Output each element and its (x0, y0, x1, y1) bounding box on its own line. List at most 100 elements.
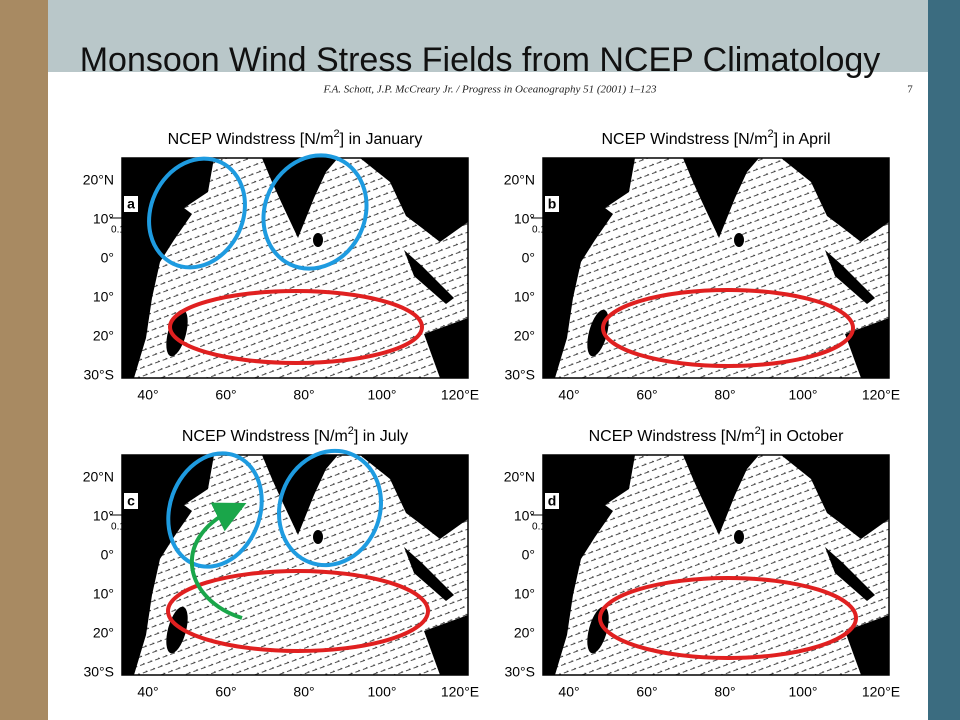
map-frame (121, 157, 469, 379)
map-panel: NCEP Windstress [N/m2] in October d 0.1 20°… (504, 425, 900, 700)
lon-label: 60° (215, 684, 236, 700)
panel-title-end: ] in October (761, 428, 844, 445)
red-ellipse (166, 569, 430, 653)
lat-label: 10° (93, 211, 114, 227)
scale-label: 0.1 (532, 522, 546, 533)
land (683, 455, 759, 535)
land (587, 606, 609, 654)
land (781, 158, 889, 242)
lat-label: 0° (101, 250, 114, 266)
lon-label: 60° (636, 387, 657, 403)
letter-box (124, 493, 138, 509)
lat-label: 20°N (504, 469, 535, 485)
red-ellipse (598, 576, 858, 660)
lon-label: 120°E (441, 387, 479, 403)
lat-label: 10° (514, 586, 535, 602)
letter-box (124, 196, 138, 212)
lat-label: 10° (93, 289, 114, 305)
red-ellipse (168, 289, 424, 365)
panel-title: NCEP Windstress [N/m2] in April (602, 128, 831, 148)
panel-title-end: ] in July (354, 428, 408, 445)
lon-label: 100° (789, 387, 818, 403)
lat-label: 0° (522, 250, 535, 266)
letter-box (545, 493, 559, 509)
lat-label: 20° (93, 625, 114, 641)
land (845, 318, 889, 378)
panel-letter: c (127, 493, 135, 509)
lat-label: 0° (101, 547, 114, 563)
lon-label: 40° (558, 387, 579, 403)
lat-label: 10° (93, 508, 114, 524)
lon-label: 40° (558, 684, 579, 700)
land (313, 530, 323, 544)
panel-title-sup: 2 (767, 128, 773, 140)
red-ellipse (601, 288, 855, 368)
land (734, 233, 744, 247)
land (845, 615, 889, 675)
lon-label: 100° (368, 387, 397, 403)
lat-label: 20°N (83, 172, 114, 188)
lon-label: 100° (789, 684, 818, 700)
panel-title-start: NCEP Windstress [N/m (589, 428, 755, 445)
land (404, 547, 454, 601)
lat-label: 20° (514, 328, 535, 344)
lat-label: 20°N (83, 469, 114, 485)
lon-label: 40° (137, 684, 158, 700)
panel-letter: d (548, 493, 557, 509)
scale-label: 0.1 (111, 522, 125, 533)
land (313, 233, 323, 247)
lon-label: 60° (215, 387, 236, 403)
blue-ellipse (276, 448, 384, 568)
lon-label: 60° (636, 684, 657, 700)
panel-title: NCEP Windstress [N/m2] in October (589, 425, 844, 445)
lat-label: 0° (522, 547, 535, 563)
lat-label: 10° (93, 586, 114, 602)
lon-label: 120°E (862, 387, 900, 403)
lon-label: 80° (714, 684, 735, 700)
lat-label: 30°S (83, 367, 114, 383)
land (360, 455, 468, 539)
lon-label: 40° (137, 387, 158, 403)
slide-title: Monsoon Wind Stress Fields from NCEP Cli… (80, 41, 881, 79)
lat-label: 20°N (504, 172, 535, 188)
land (262, 455, 338, 535)
land (683, 158, 759, 238)
land (424, 615, 468, 675)
panel-title-sup: 2 (334, 128, 340, 140)
green-arrow (189, 502, 247, 620)
panel-title-start: NCEP Windstress [N/m (602, 131, 768, 148)
lat-label: 20° (514, 625, 535, 641)
lon-label: 80° (293, 684, 314, 700)
scale-label: 0.1 (111, 225, 125, 236)
land (122, 455, 214, 675)
highlights (147, 153, 858, 660)
letter-box (545, 196, 559, 212)
page-number: 7 (907, 84, 913, 96)
land (825, 547, 875, 601)
map-frame (542, 157, 890, 379)
lat-label: 10° (514, 289, 535, 305)
lon-label: 120°E (862, 684, 900, 700)
panel-title-start: NCEP Windstress [N/m (168, 131, 334, 148)
scale-label: 0.1 (532, 225, 546, 236)
lat-label: 30°S (83, 664, 114, 680)
land (360, 158, 468, 242)
panel-title-end: ] in January (340, 131, 423, 148)
land (543, 455, 635, 675)
land (122, 158, 214, 378)
panel-title-start: NCEP Windstress [N/m (182, 428, 348, 445)
map-frame (542, 454, 890, 676)
lon-label: 120°E (441, 684, 479, 700)
right-photo (928, 0, 960, 720)
blue-ellipse (261, 153, 369, 271)
land (543, 158, 635, 378)
land (734, 530, 744, 544)
lon-label: 80° (714, 387, 735, 403)
left-photo (0, 0, 48, 720)
lat-label: 20° (93, 328, 114, 344)
lat-label: 10° (514, 211, 535, 227)
map-panel: NCEP Windstress [N/m2] in July c 0.1 20°N 10… (83, 425, 479, 700)
land (404, 250, 454, 304)
